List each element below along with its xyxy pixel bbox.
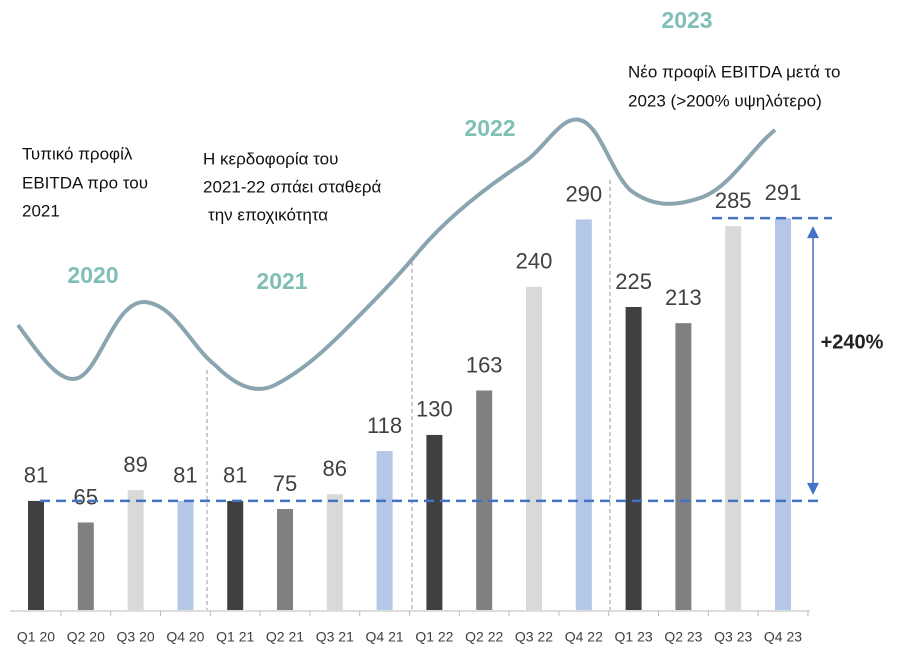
value-label: 89	[123, 452, 147, 477]
value-label: 130	[416, 397, 453, 422]
bar	[227, 500, 244, 610]
note: 2021	[22, 201, 60, 220]
year-label: 2021	[256, 268, 307, 294]
note: 2023 (>200% υψηλότερο)	[628, 91, 822, 110]
x-tick-label: Q2 22	[465, 629, 503, 645]
value-label: 65	[74, 484, 98, 509]
value-label: 81	[223, 463, 247, 488]
note: την εποχικότητα	[208, 205, 328, 224]
x-tick-label: Q3 22	[515, 629, 553, 645]
bar	[77, 522, 94, 610]
x-tick-label: Q4 23	[764, 629, 802, 645]
x-tick-label: Q2 23	[664, 629, 702, 645]
x-tick-label: Q4 21	[366, 629, 404, 645]
note: Τυπικό προφίλ	[22, 144, 133, 163]
bar	[675, 323, 692, 610]
year-label: 2020	[67, 262, 118, 288]
x-tick-label: Q1 21	[216, 629, 254, 645]
value-label: 75	[273, 471, 297, 496]
value-label: 86	[323, 456, 347, 481]
bar	[127, 490, 144, 610]
x-tick-label: Q2 21	[266, 629, 304, 645]
x-tick-label: Q1 20	[17, 629, 55, 645]
note: EBITDA προ του	[22, 173, 148, 192]
value-label: 213	[665, 285, 702, 310]
bar	[426, 434, 443, 610]
value-label: 240	[516, 249, 553, 274]
x-tick-label: Q3 21	[316, 629, 354, 645]
bar	[277, 509, 293, 610]
value-label: 291	[765, 180, 802, 205]
bar	[326, 494, 343, 610]
x-tick-label: Q4 20	[166, 629, 204, 645]
x-tick-label: Q2 20	[67, 629, 105, 645]
value-label: 290	[565, 181, 602, 206]
bar	[575, 219, 592, 610]
growth-label: +240%	[821, 331, 884, 353]
value-label: 81	[173, 463, 197, 488]
value-label: 285	[715, 188, 752, 213]
value-label: 118	[367, 413, 402, 438]
value-label: 163	[466, 352, 503, 377]
bar	[725, 226, 742, 610]
bar	[177, 500, 194, 610]
value-label: 81	[24, 463, 48, 488]
separators	[206, 180, 611, 610]
note: 2021-22 σπάει σταθερά	[203, 177, 381, 196]
arrow-head	[807, 226, 819, 239]
arrow-head	[807, 482, 819, 495]
bar	[526, 286, 542, 610]
bar	[775, 218, 791, 610]
trend-wave	[16, 117, 777, 391]
x-tick-label: Q3 23	[714, 629, 752, 645]
year-label: 2022	[464, 115, 515, 141]
bar	[28, 500, 44, 610]
x-tick-label: Q3 20	[117, 629, 155, 645]
bar	[476, 390, 493, 610]
year-label: 2023	[661, 7, 712, 33]
x-tick-label: Q4 22	[565, 629, 603, 645]
x-tick-label: Q1 22	[415, 629, 453, 645]
x-tick-label: Q1 23	[615, 629, 653, 645]
bar	[625, 307, 642, 610]
note: Νέο προφίλ EBITDA μετά το	[628, 62, 840, 81]
bar	[376, 451, 393, 610]
note: Η κερδοφορία του	[203, 149, 338, 168]
value-label: 225	[615, 269, 652, 294]
